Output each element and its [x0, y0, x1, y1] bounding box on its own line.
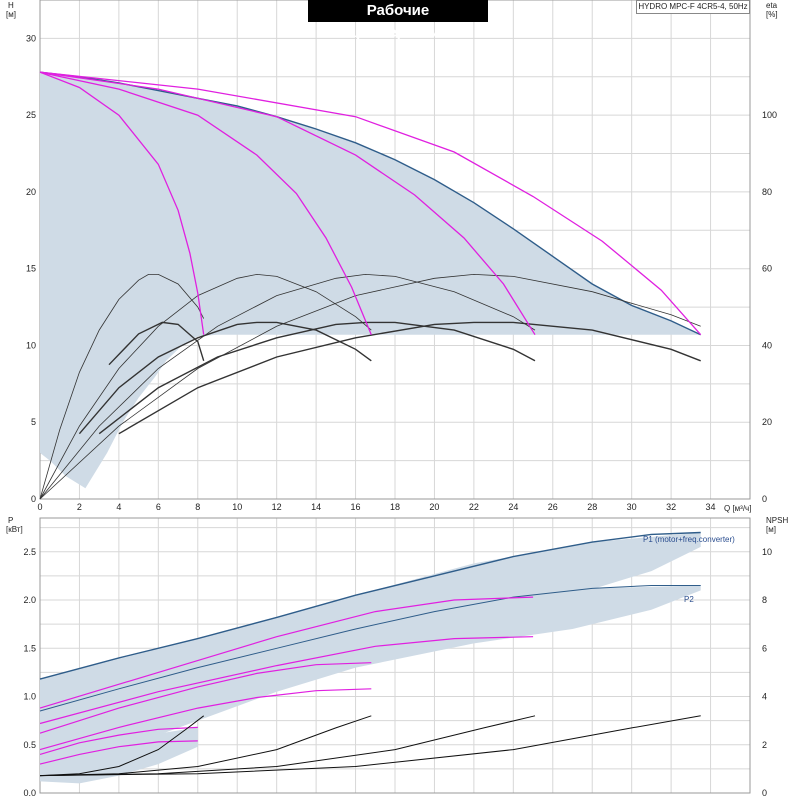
y-tick-label: 2.0	[23, 595, 36, 605]
y2-tick-label: 2	[762, 740, 767, 750]
power-curve	[39, 740, 198, 765]
p1-label: P1 (motor+freq.converter)	[643, 535, 735, 544]
y2-axis-unit: [м]	[766, 525, 776, 534]
y-tick-label: 0.0	[23, 788, 36, 798]
power-curve	[39, 726, 198, 755]
x-tick-label: 24	[508, 502, 518, 512]
y2-axis-unit: [%]	[766, 10, 778, 19]
p1-curve	[39, 531, 701, 680]
head-curve	[39, 71, 536, 336]
y-tick-label: 0	[31, 494, 36, 504]
y-tick-label: 30	[26, 33, 36, 43]
power-plot: 0.0 0.5 1.0 1.5 2.0 2.5 0 2 4 6 8 10 P[кВт] NPSH[м] P1…	[6, 516, 788, 798]
x-tick-label: 0	[37, 502, 42, 512]
head-curve	[39, 71, 205, 335]
power-curve	[39, 688, 372, 751]
x-tick-label: 26	[548, 502, 558, 512]
y2-tick-label: 60	[762, 264, 772, 274]
y-axis-unit: [кВт]	[6, 525, 23, 534]
y-tick-label: 0.5	[23, 740, 36, 750]
y2-tick-label: 0	[762, 494, 767, 504]
x-tick-label: 10	[232, 502, 242, 512]
y2-axis-label: NPSH	[766, 516, 788, 525]
efficiency-curve	[39, 273, 372, 500]
x-tick-label: 22	[469, 502, 479, 512]
efficiency-curve	[118, 321, 701, 435]
y2-axis-label: eta	[766, 1, 778, 10]
x-tick-label: 2	[77, 502, 82, 512]
model-label: HYDRO MPC-F 4CR5-4, 50Hz	[636, 0, 750, 14]
x-tick-label: 14	[311, 502, 321, 512]
x-axis-label: Q [м³/ч]	[724, 504, 751, 513]
head-plot: 0 2 4 6 8 10 12 14 16 18 20 22 24 26 28 30 32 34051015202…	[6, 0, 778, 513]
max-head-curve	[39, 71, 701, 336]
x-tick-label: 12	[272, 502, 282, 512]
power-curve	[39, 636, 534, 725]
y-tick-label: 2.5	[23, 547, 36, 557]
y-axis-label: P	[8, 516, 13, 525]
y-tick-label: 1.0	[23, 692, 36, 702]
y2-tick-label: 40	[762, 340, 772, 350]
y-tick-label: 20	[26, 187, 36, 197]
efficiency-curve	[78, 321, 372, 435]
p2-label: P2	[684, 595, 694, 604]
y2-tick-label: 4	[762, 692, 767, 702]
plot-frame	[39, 517, 751, 794]
y-axis-label: H	[8, 1, 14, 10]
npsh-curve	[39, 715, 205, 777]
y-tick-label: 25	[26, 110, 36, 120]
x-tick-label: 8	[195, 502, 200, 512]
y2-tick-label: 6	[762, 643, 767, 653]
power-curve	[39, 596, 534, 709]
x-tick-label: 18	[390, 502, 400, 512]
x-tick-label: 28	[587, 502, 597, 512]
y2-tick-label: 80	[762, 187, 772, 197]
x-tick-label: 6	[156, 502, 161, 512]
chart-title: Рабочие характеристики	[308, 0, 488, 41]
y2-tick-label: 20	[762, 417, 772, 427]
npsh-curve	[39, 715, 701, 777]
head-curve	[39, 71, 372, 335]
x-tick-label: 30	[627, 502, 637, 512]
y-axis-unit: [м]	[6, 10, 16, 19]
npsh-curve	[39, 715, 372, 777]
efficiency-curve	[39, 273, 701, 500]
y2-tick-label: 10	[762, 547, 772, 557]
efficiency-curve	[108, 321, 205, 366]
operating-envelope	[40, 72, 701, 489]
x-tick-label: 32	[666, 502, 676, 512]
power-curve	[39, 662, 372, 734]
efficiency-curve	[39, 274, 205, 500]
y-tick-label: 10	[26, 340, 36, 350]
x-tick-label: 20	[429, 502, 439, 512]
y-tick-label: 15	[26, 264, 36, 274]
x-tick-label: 34	[706, 502, 716, 512]
y2-tick-label: 0	[762, 788, 767, 798]
x-tick-label: 16	[351, 502, 361, 512]
p2-curve	[39, 585, 701, 712]
x-tick-label: 4	[116, 502, 121, 512]
y-tick-label: 5	[31, 417, 36, 427]
efficiency-curve	[98, 321, 536, 435]
y2-tick-label: 8	[762, 595, 767, 605]
power-envelope	[40, 585, 701, 765]
y2-tick-label: 100	[762, 110, 777, 120]
y-tick-label: 1.5	[23, 643, 36, 653]
head-curve	[39, 71, 702, 336]
efficiency-curve	[39, 273, 536, 500]
